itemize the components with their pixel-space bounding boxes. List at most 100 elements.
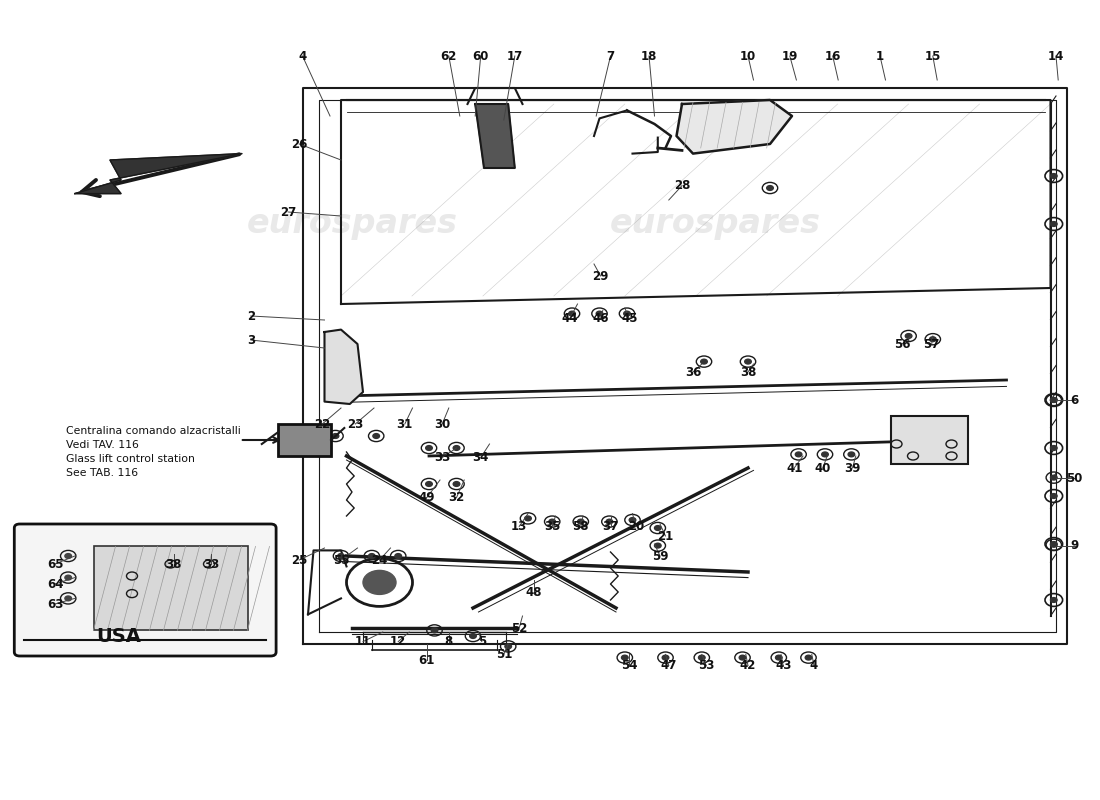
FancyBboxPatch shape	[14, 524, 276, 656]
Circle shape	[805, 655, 812, 660]
Circle shape	[662, 655, 669, 660]
Circle shape	[65, 575, 72, 580]
Text: 47: 47	[661, 659, 676, 672]
Circle shape	[1050, 494, 1057, 498]
Text: 21: 21	[658, 530, 673, 542]
Text: 22: 22	[315, 418, 330, 430]
Circle shape	[606, 519, 613, 524]
Circle shape	[698, 655, 705, 660]
Circle shape	[470, 634, 476, 638]
Text: 1: 1	[876, 50, 884, 62]
Circle shape	[426, 446, 432, 450]
Text: 48: 48	[526, 586, 541, 598]
Text: 64: 64	[46, 578, 64, 590]
Circle shape	[596, 311, 603, 316]
Text: 38: 38	[740, 366, 756, 378]
Text: 7: 7	[606, 50, 615, 62]
Text: 57: 57	[924, 338, 939, 350]
Circle shape	[1050, 446, 1057, 450]
Polygon shape	[676, 100, 792, 154]
Text: 26: 26	[292, 138, 307, 150]
Text: 41: 41	[786, 462, 802, 474]
Text: 19: 19	[782, 50, 797, 62]
Text: USA: USA	[97, 626, 141, 646]
Circle shape	[701, 359, 707, 364]
Text: 8: 8	[444, 635, 453, 648]
Text: 23: 23	[348, 418, 363, 430]
Text: 32: 32	[449, 491, 464, 504]
Text: 33: 33	[204, 558, 219, 570]
Text: 15: 15	[925, 50, 940, 62]
Text: 17: 17	[507, 50, 522, 62]
Text: 18: 18	[641, 50, 657, 62]
Text: 4: 4	[298, 50, 307, 62]
Circle shape	[65, 554, 72, 558]
Text: 55: 55	[332, 554, 350, 566]
Circle shape	[431, 628, 438, 633]
Circle shape	[621, 655, 628, 660]
Text: 37: 37	[603, 520, 618, 533]
Text: 6: 6	[1070, 394, 1079, 406]
Text: 13: 13	[512, 520, 527, 533]
Circle shape	[368, 554, 375, 558]
Text: eurospares: eurospares	[246, 207, 458, 241]
Circle shape	[1050, 598, 1057, 602]
Text: 58: 58	[573, 520, 590, 533]
Text: 49: 49	[418, 491, 436, 504]
Text: 63: 63	[47, 598, 63, 610]
Text: 44: 44	[562, 312, 579, 325]
Text: 14: 14	[1048, 50, 1064, 62]
Text: 9: 9	[1070, 539, 1079, 552]
Text: 30: 30	[434, 418, 450, 430]
Polygon shape	[324, 330, 363, 404]
Text: 10: 10	[740, 50, 756, 62]
Text: eurospares: eurospares	[609, 207, 821, 241]
Text: 36: 36	[685, 366, 701, 378]
Circle shape	[848, 452, 855, 457]
Circle shape	[629, 518, 636, 522]
Text: 39: 39	[845, 462, 860, 474]
Text: 53: 53	[698, 659, 714, 672]
Bar	[94, 546, 248, 630]
Circle shape	[363, 570, 396, 594]
Circle shape	[905, 334, 912, 338]
Text: 4: 4	[810, 659, 818, 672]
Circle shape	[426, 482, 432, 486]
Text: 43: 43	[776, 659, 791, 672]
Bar	[891, 416, 968, 464]
Circle shape	[624, 311, 630, 316]
Text: 42: 42	[740, 659, 756, 672]
Circle shape	[930, 337, 936, 342]
Circle shape	[654, 526, 661, 530]
Text: 11: 11	[355, 635, 371, 648]
Text: 2: 2	[246, 310, 255, 322]
Circle shape	[1050, 542, 1057, 546]
Text: 52: 52	[512, 622, 527, 634]
Text: 12: 12	[390, 635, 406, 648]
Text: 46: 46	[592, 312, 609, 325]
Circle shape	[395, 554, 402, 558]
Text: 50: 50	[1067, 472, 1082, 485]
Text: 16: 16	[825, 50, 840, 62]
Text: 3: 3	[246, 334, 255, 346]
Circle shape	[338, 554, 344, 558]
Circle shape	[795, 452, 802, 457]
Text: 24: 24	[372, 554, 387, 566]
Polygon shape	[75, 154, 242, 194]
Text: 65: 65	[46, 558, 64, 570]
Circle shape	[453, 446, 460, 450]
Bar	[278, 424, 331, 456]
Text: 40: 40	[815, 462, 830, 474]
Circle shape	[1050, 222, 1057, 226]
Circle shape	[373, 434, 380, 438]
Circle shape	[776, 655, 782, 660]
Circle shape	[1050, 475, 1057, 480]
Circle shape	[1050, 398, 1057, 402]
Text: 25: 25	[292, 554, 307, 566]
Text: 20: 20	[628, 520, 643, 533]
Text: 35: 35	[544, 520, 560, 533]
Text: 61: 61	[419, 654, 435, 666]
Circle shape	[1050, 542, 1057, 547]
Circle shape	[739, 655, 746, 660]
Circle shape	[1050, 174, 1057, 178]
